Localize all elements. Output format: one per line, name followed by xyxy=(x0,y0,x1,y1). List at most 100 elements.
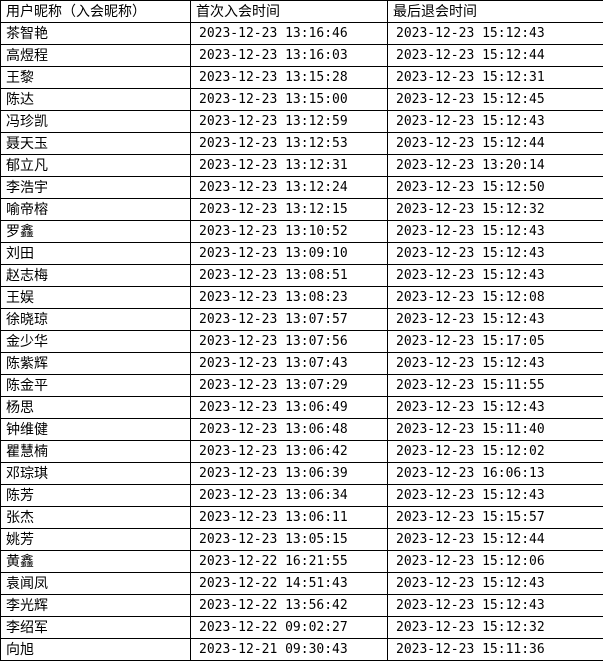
cell-exit-time: 2023-12-23 15:12:06 xyxy=(388,551,603,573)
cell-join-time: 2023-12-22 14:51:43 xyxy=(191,573,388,595)
cell-exit-time: 2023-12-23 15:12:44 xyxy=(388,529,603,551)
cell-exit-time: 2023-12-23 15:12:43 xyxy=(388,23,603,45)
cell-join-time: 2023-12-21 09:30:43 xyxy=(191,639,388,661)
cell-nickname: 陈紫辉 xyxy=(1,353,191,375)
cell-join-time: 2023-12-23 13:07:29 xyxy=(191,375,388,397)
cell-exit-time: 2023-12-23 13:20:14 xyxy=(388,155,603,177)
cell-exit-time: 2023-12-23 15:12:32 xyxy=(388,199,603,221)
cell-join-time: 2023-12-23 13:12:53 xyxy=(191,133,388,155)
cell-exit-time: 2023-12-23 15:12:43 xyxy=(388,397,603,419)
cell-exit-time: 2023-12-23 15:12:45 xyxy=(388,89,603,111)
cell-exit-time: 2023-12-23 15:12:43 xyxy=(388,595,603,617)
cell-exit-time: 2023-12-23 15:12:43 xyxy=(388,309,603,331)
cell-join-time: 2023-12-22 13:56:42 xyxy=(191,595,388,617)
cell-nickname: 高煜程 xyxy=(1,45,191,67)
cell-join-time: 2023-12-23 13:15:00 xyxy=(191,89,388,111)
cell-nickname: 罗鑫 xyxy=(1,221,191,243)
cell-join-time: 2023-12-23 13:05:15 xyxy=(191,529,388,551)
cell-nickname: 聂天玉 xyxy=(1,133,191,155)
cell-exit-time: 2023-12-23 15:12:43 xyxy=(388,485,603,507)
cell-join-time: 2023-12-23 13:06:48 xyxy=(191,419,388,441)
cell-join-time: 2023-12-23 13:06:42 xyxy=(191,441,388,463)
cell-join-time: 2023-12-22 16:21:55 xyxy=(191,551,388,573)
cell-join-time: 2023-12-23 13:12:24 xyxy=(191,177,388,199)
cell-join-time: 2023-12-23 13:16:03 xyxy=(191,45,388,67)
cell-exit-time: 2023-12-23 15:15:57 xyxy=(388,507,603,529)
cell-join-time: 2023-12-23 13:06:34 xyxy=(191,485,388,507)
cell-exit-time: 2023-12-23 15:12:08 xyxy=(388,287,603,309)
cell-exit-time: 2023-12-23 15:12:43 xyxy=(388,353,603,375)
cell-join-time: 2023-12-23 13:06:39 xyxy=(191,463,388,485)
cell-exit-time: 2023-12-23 15:12:43 xyxy=(388,243,603,265)
cell-nickname: 陈芳 xyxy=(1,485,191,507)
cell-nickname: 喻帝榕 xyxy=(1,199,191,221)
cell-exit-time: 2023-12-23 15:12:43 xyxy=(388,221,603,243)
cell-join-time: 2023-12-23 13:09:10 xyxy=(191,243,388,265)
cell-nickname: 黄鑫 xyxy=(1,551,191,573)
cell-nickname: 金少华 xyxy=(1,331,191,353)
cell-exit-time: 2023-12-23 15:12:02 xyxy=(388,441,603,463)
cell-nickname: 姚芳 xyxy=(1,529,191,551)
cell-nickname: 陈金平 xyxy=(1,375,191,397)
cell-join-time: 2023-12-23 13:12:15 xyxy=(191,199,388,221)
cell-nickname: 钟维健 xyxy=(1,419,191,441)
cell-nickname: 郁立凡 xyxy=(1,155,191,177)
cell-exit-time: 2023-12-23 15:12:31 xyxy=(388,67,603,89)
cell-exit-time: 2023-12-23 15:12:44 xyxy=(388,133,603,155)
cell-exit-time: 2023-12-23 15:12:43 xyxy=(388,111,603,133)
cell-nickname: 邓琮琪 xyxy=(1,463,191,485)
cell-nickname: 袁闻凤 xyxy=(1,573,191,595)
cell-join-time: 2023-12-23 13:07:43 xyxy=(191,353,388,375)
cell-join-time: 2023-12-22 09:02:27 xyxy=(191,617,388,639)
cell-join-time: 2023-12-23 13:16:46 xyxy=(191,23,388,45)
cell-nickname: 冯珍凯 xyxy=(1,111,191,133)
table-header-row: 用户昵称（入会昵称） 首次入会时间 最后退会时间 xyxy=(1,1,603,23)
cell-exit-time: 2023-12-23 15:12:43 xyxy=(388,265,603,287)
cell-join-time: 2023-12-23 13:07:57 xyxy=(191,309,388,331)
cell-nickname: 徐晓琼 xyxy=(1,309,191,331)
cell-join-time: 2023-12-23 13:10:52 xyxy=(191,221,388,243)
cell-join-time: 2023-12-23 13:07:56 xyxy=(191,331,388,353)
cell-nickname: 茶智艳 xyxy=(1,23,191,45)
column-header-join-time: 首次入会时间 xyxy=(191,1,388,23)
cell-join-time: 2023-12-23 13:06:49 xyxy=(191,397,388,419)
cell-join-time: 2023-12-23 13:08:23 xyxy=(191,287,388,309)
cell-join-time: 2023-12-23 13:15:28 xyxy=(191,67,388,89)
cell-nickname: 王娱 xyxy=(1,287,191,309)
cell-nickname: 赵志梅 xyxy=(1,265,191,287)
cell-nickname: 刘田 xyxy=(1,243,191,265)
cell-nickname: 李光辉 xyxy=(1,595,191,617)
table-header: 用户昵称（入会昵称） 首次入会时间 最后退会时间 xyxy=(1,1,603,23)
cell-nickname: 瞿慧楠 xyxy=(1,441,191,463)
cell-join-time: 2023-12-23 13:12:31 xyxy=(191,155,388,177)
cell-join-time: 2023-12-23 13:08:51 xyxy=(191,265,388,287)
cell-exit-time: 2023-12-23 15:12:44 xyxy=(388,45,603,67)
